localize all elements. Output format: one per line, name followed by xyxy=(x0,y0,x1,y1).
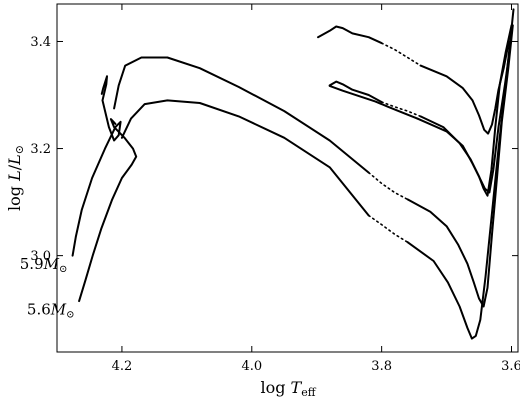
track-segment xyxy=(328,80,383,103)
x-axis-label: log Teff xyxy=(260,378,316,399)
track-segment-dotted xyxy=(367,214,409,243)
track-4 xyxy=(328,40,512,194)
track-segment xyxy=(416,24,513,197)
track-5 xyxy=(328,24,513,197)
track-1 xyxy=(71,24,514,308)
track-segment xyxy=(71,75,122,257)
track-segment xyxy=(328,84,419,120)
track-segment-dotted xyxy=(380,42,422,67)
track-segment xyxy=(317,25,383,45)
plot-frame xyxy=(56,3,519,353)
y-tick-label: 3.0 xyxy=(30,249,51,264)
x-tick-label: 4.2 xyxy=(112,359,133,374)
mass-label: 5.6M⊙ xyxy=(27,301,75,321)
svg-text:log Teff: log Teff xyxy=(260,378,316,399)
y-axis-label: log L/L⊙ xyxy=(5,145,26,211)
x-tick-label: 4.0 xyxy=(241,359,262,374)
svg-text:log L/L⊙: log L/L⊙ xyxy=(5,145,26,211)
track-segment xyxy=(113,56,370,174)
y-tick-label: 3.4 xyxy=(30,35,51,50)
y-tick-label: 3.2 xyxy=(30,142,51,157)
evolutionary-tracks xyxy=(71,8,515,340)
track-segment xyxy=(120,99,370,217)
x-tick-label: 3.6 xyxy=(501,359,520,374)
track-segment xyxy=(406,8,515,340)
track-segment-dotted xyxy=(367,171,409,201)
track-2 xyxy=(78,8,515,340)
track-segment-dotted xyxy=(380,101,422,118)
x-tick-label: 3.8 xyxy=(371,359,392,374)
track-segment xyxy=(78,118,138,303)
axis-ticks: 4.2 4.0 3.8 3.6 3.0 3.2 3.4 xyxy=(30,4,520,374)
track-annotations: 5.9M⊙ 5.6M⊙ xyxy=(20,255,75,321)
mass-label: 5.9M⊙ xyxy=(20,255,68,275)
